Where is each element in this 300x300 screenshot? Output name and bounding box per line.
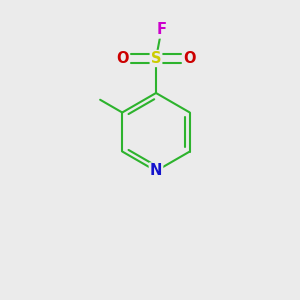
Text: O: O: [183, 51, 196, 66]
Text: N: N: [150, 164, 162, 178]
Text: F: F: [156, 22, 167, 38]
Text: O: O: [116, 51, 129, 66]
Text: S: S: [151, 51, 161, 66]
